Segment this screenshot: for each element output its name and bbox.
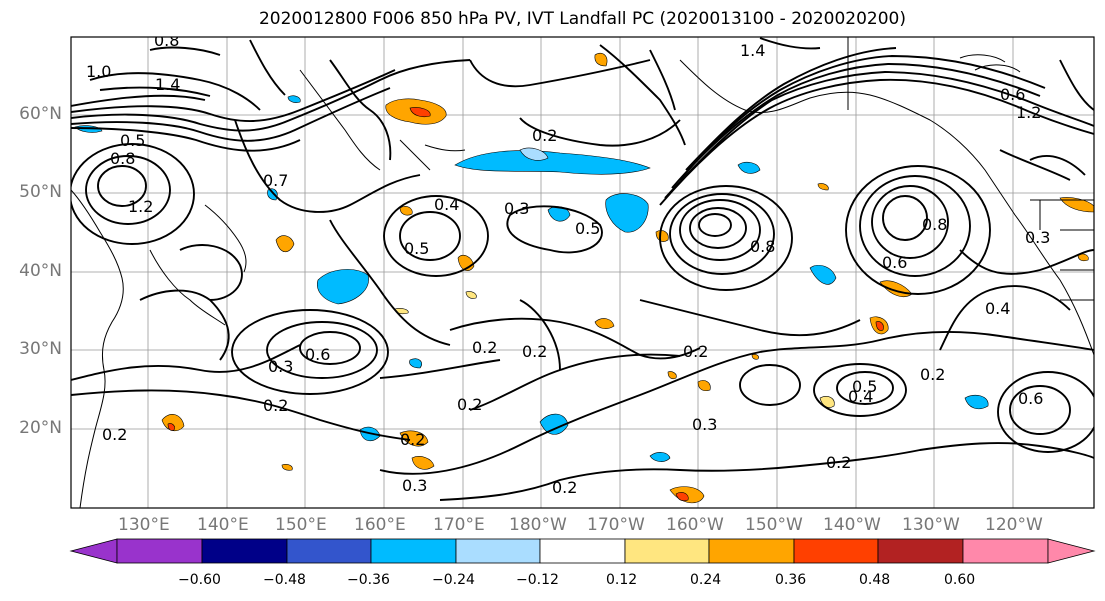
lon-label: 160°E — [354, 515, 406, 535]
contour-label: 1.2 — [128, 197, 153, 216]
lon-label: 130°W — [902, 515, 960, 535]
map-frame — [70, 36, 1095, 509]
colorbar — [69, 538, 1096, 564]
contour-label: 0.4 — [434, 195, 459, 214]
contour-label: 0.2 — [532, 126, 557, 145]
contour-label: 0.3 — [402, 476, 427, 495]
colorbar-tick: −0.48 — [263, 572, 306, 588]
contour-label: 0.2 — [826, 453, 851, 472]
contour-label: 1.4 — [740, 41, 765, 60]
lon-label: 160°W — [666, 515, 724, 535]
contour-label: 0.5 — [852, 377, 877, 396]
contour-label: 0.8 — [750, 237, 775, 256]
lon-label: 120°W — [985, 515, 1043, 535]
contour-label: 0.8 — [110, 149, 135, 168]
colorbar-tick: 0.12 — [606, 572, 638, 588]
contour-label: 0.6 — [1000, 85, 1025, 104]
lon-label: 140°W — [823, 515, 881, 535]
contour-label: 0.2 — [920, 365, 945, 384]
contour-label: 0.6 — [305, 345, 330, 364]
chart-title: 2020012800 F006 850 hPa PV, IVT Landfall… — [258, 9, 906, 29]
contour-label: 0.2 — [457, 395, 482, 414]
lon-label: 180°W — [509, 515, 567, 535]
lon-label: 170°W — [587, 515, 645, 535]
colorbar-tick: 0.48 — [859, 572, 891, 588]
lat-label: 30°N — [19, 339, 62, 359]
contour-label: 0.2 — [102, 425, 127, 444]
lat-label: 60°N — [19, 104, 62, 124]
contour-label: 0.3 — [1025, 228, 1050, 247]
contour-label: 0.2 — [472, 338, 497, 357]
contour-label: 0.5 — [404, 239, 429, 258]
contour-label: 0.5 — [120, 131, 145, 150]
colorbar-tick: 0.36 — [775, 572, 807, 588]
coastlines — [71, 37, 1094, 508]
contour-label: 0.4 — [985, 299, 1010, 318]
lon-label: 130°E — [118, 515, 170, 535]
colorbar-tick: 0.60 — [944, 572, 976, 588]
contour-label: 1.2 — [1016, 103, 1041, 122]
contour-label: 0.5 — [575, 219, 600, 238]
anomaly-fills — [74, 52, 1094, 504]
contour-label: 0.3 — [504, 199, 529, 218]
contour-label: 0.8 — [154, 31, 179, 50]
colorbar-tick: −0.36 — [347, 572, 390, 588]
contour-label: 0.3 — [692, 415, 717, 434]
colorbar-extend-max — [1047, 538, 1096, 564]
colorbar-tick: 0.24 — [690, 572, 722, 588]
contour-label: 0.6 — [1018, 389, 1043, 408]
contour-label: 0.2 — [552, 478, 577, 497]
contour-label: 0.4 — [848, 387, 873, 406]
contour-label: 1.4 — [155, 75, 180, 94]
colorbar-extend-min — [69, 538, 118, 564]
lon-label: 150°E — [275, 515, 327, 535]
map-background — [71, 37, 1094, 508]
contour-label: 0.2 — [683, 342, 708, 361]
gridlines — [71, 37, 1094, 508]
colorbar-tick: −0.12 — [516, 572, 559, 588]
contour-label: 0.6 — [882, 253, 907, 272]
contour-labels: 1.0 1.4 1.2 0.8 0.5 1.4 0.8 0.2 0.4 0.3 … — [86, 31, 1050, 497]
lat-label: 20°N — [19, 418, 62, 438]
lon-label: 150°W — [745, 515, 803, 535]
lat-label: 40°N — [19, 261, 62, 281]
lat-label: 50°N — [19, 182, 62, 202]
contour-label: 0.3 — [268, 357, 293, 376]
contour-label: 0.2 — [400, 430, 425, 449]
contour-label: 0.2 — [263, 396, 288, 415]
contour-label: 0.7 — [263, 171, 288, 190]
contour-label: 0.8 — [922, 215, 947, 234]
colorbar-tick: −0.60 — [178, 572, 221, 588]
lon-label: 170°E — [433, 515, 485, 535]
contour-label: 0.2 — [522, 342, 547, 361]
contour-label: 1.0 — [86, 62, 111, 81]
lon-label: 140°E — [197, 515, 249, 535]
pv-contours — [71, 37, 1094, 501]
colorbar-tick: −0.24 — [432, 572, 475, 588]
